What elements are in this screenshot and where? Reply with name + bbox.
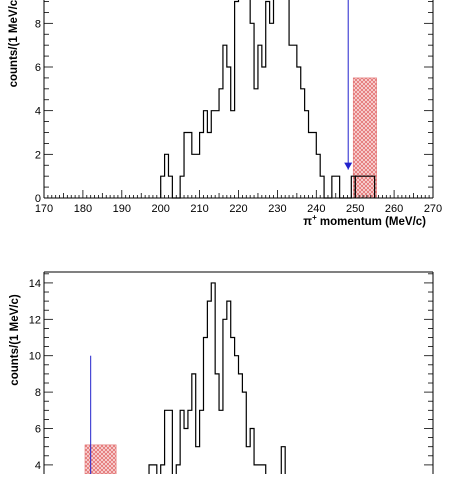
y-tick-label: 10 <box>29 351 41 363</box>
histogram-line <box>160 0 356 199</box>
top-x-axis-title: π+ momentum (MeV/c) <box>303 213 426 228</box>
y-tick-label: 2 <box>35 149 41 161</box>
y-tick-label: 6 <box>35 62 41 74</box>
x-tick-label: 230 <box>268 203 286 215</box>
bottom-y-axis: 4 6 8 10 12 14 <box>29 273 433 472</box>
x-tick-label: 270 <box>424 203 442 215</box>
bottom-plot-frame <box>43 271 434 474</box>
x-tick-label: 250 <box>346 203 364 215</box>
x-tick-label: 170 <box>35 203 53 215</box>
top-cut-line <box>344 0 353 170</box>
cut-arrowhead <box>344 162 353 170</box>
top-signal-histogram <box>354 175 376 198</box>
bottom-histogram <box>136 282 290 479</box>
top-y-axis-title: counts/(1 MeV/c) <box>8 0 20 87</box>
x-tick-label: 220 <box>229 203 247 215</box>
histogram-line <box>136 282 290 479</box>
top-y-axis: 0246810 <box>35 1 433 205</box>
y-tick-label: 14 <box>29 278 41 290</box>
x-tick-label: 180 <box>74 203 92 215</box>
signal-region-box <box>84 444 117 475</box>
y-tick-label: 0 <box>35 193 41 205</box>
y-tick-label: 6 <box>35 424 41 436</box>
x-tick-label: 190 <box>113 203 131 215</box>
y-tick-label: 12 <box>29 314 41 326</box>
top-histogram <box>160 0 356 199</box>
signal-histogram-line <box>354 175 376 198</box>
bottom-y-axis-title: counts/(1 MeV/c) <box>9 294 21 386</box>
y-tick-label: 4 <box>35 460 41 472</box>
bottom-histogram-panel: 4 6 8 10 12 14 counts/(1 MeV/c) <box>9 271 434 479</box>
bottom-signal-box <box>84 444 117 475</box>
top-x-axis: 170 180 190 200 210 220 230 240 250 260 270 <box>35 190 442 215</box>
y-tick-label: 8 <box>35 18 41 30</box>
top-histogram-panel: 170 180 190 200 210 220 230 240 250 260 270 0 2 4 6 8 1… <box>8 0 442 228</box>
x-tick-label: 200 <box>152 203 170 215</box>
x-tick-label: 210 <box>190 203 208 215</box>
y-tick-label: 8 <box>35 387 41 399</box>
top-signal-box <box>352 77 377 199</box>
signal-region-box <box>352 77 377 199</box>
y-tick-label: 4 <box>35 106 41 118</box>
x-tick-label: 260 <box>385 203 403 215</box>
x-tick-label: 240 <box>307 203 325 215</box>
